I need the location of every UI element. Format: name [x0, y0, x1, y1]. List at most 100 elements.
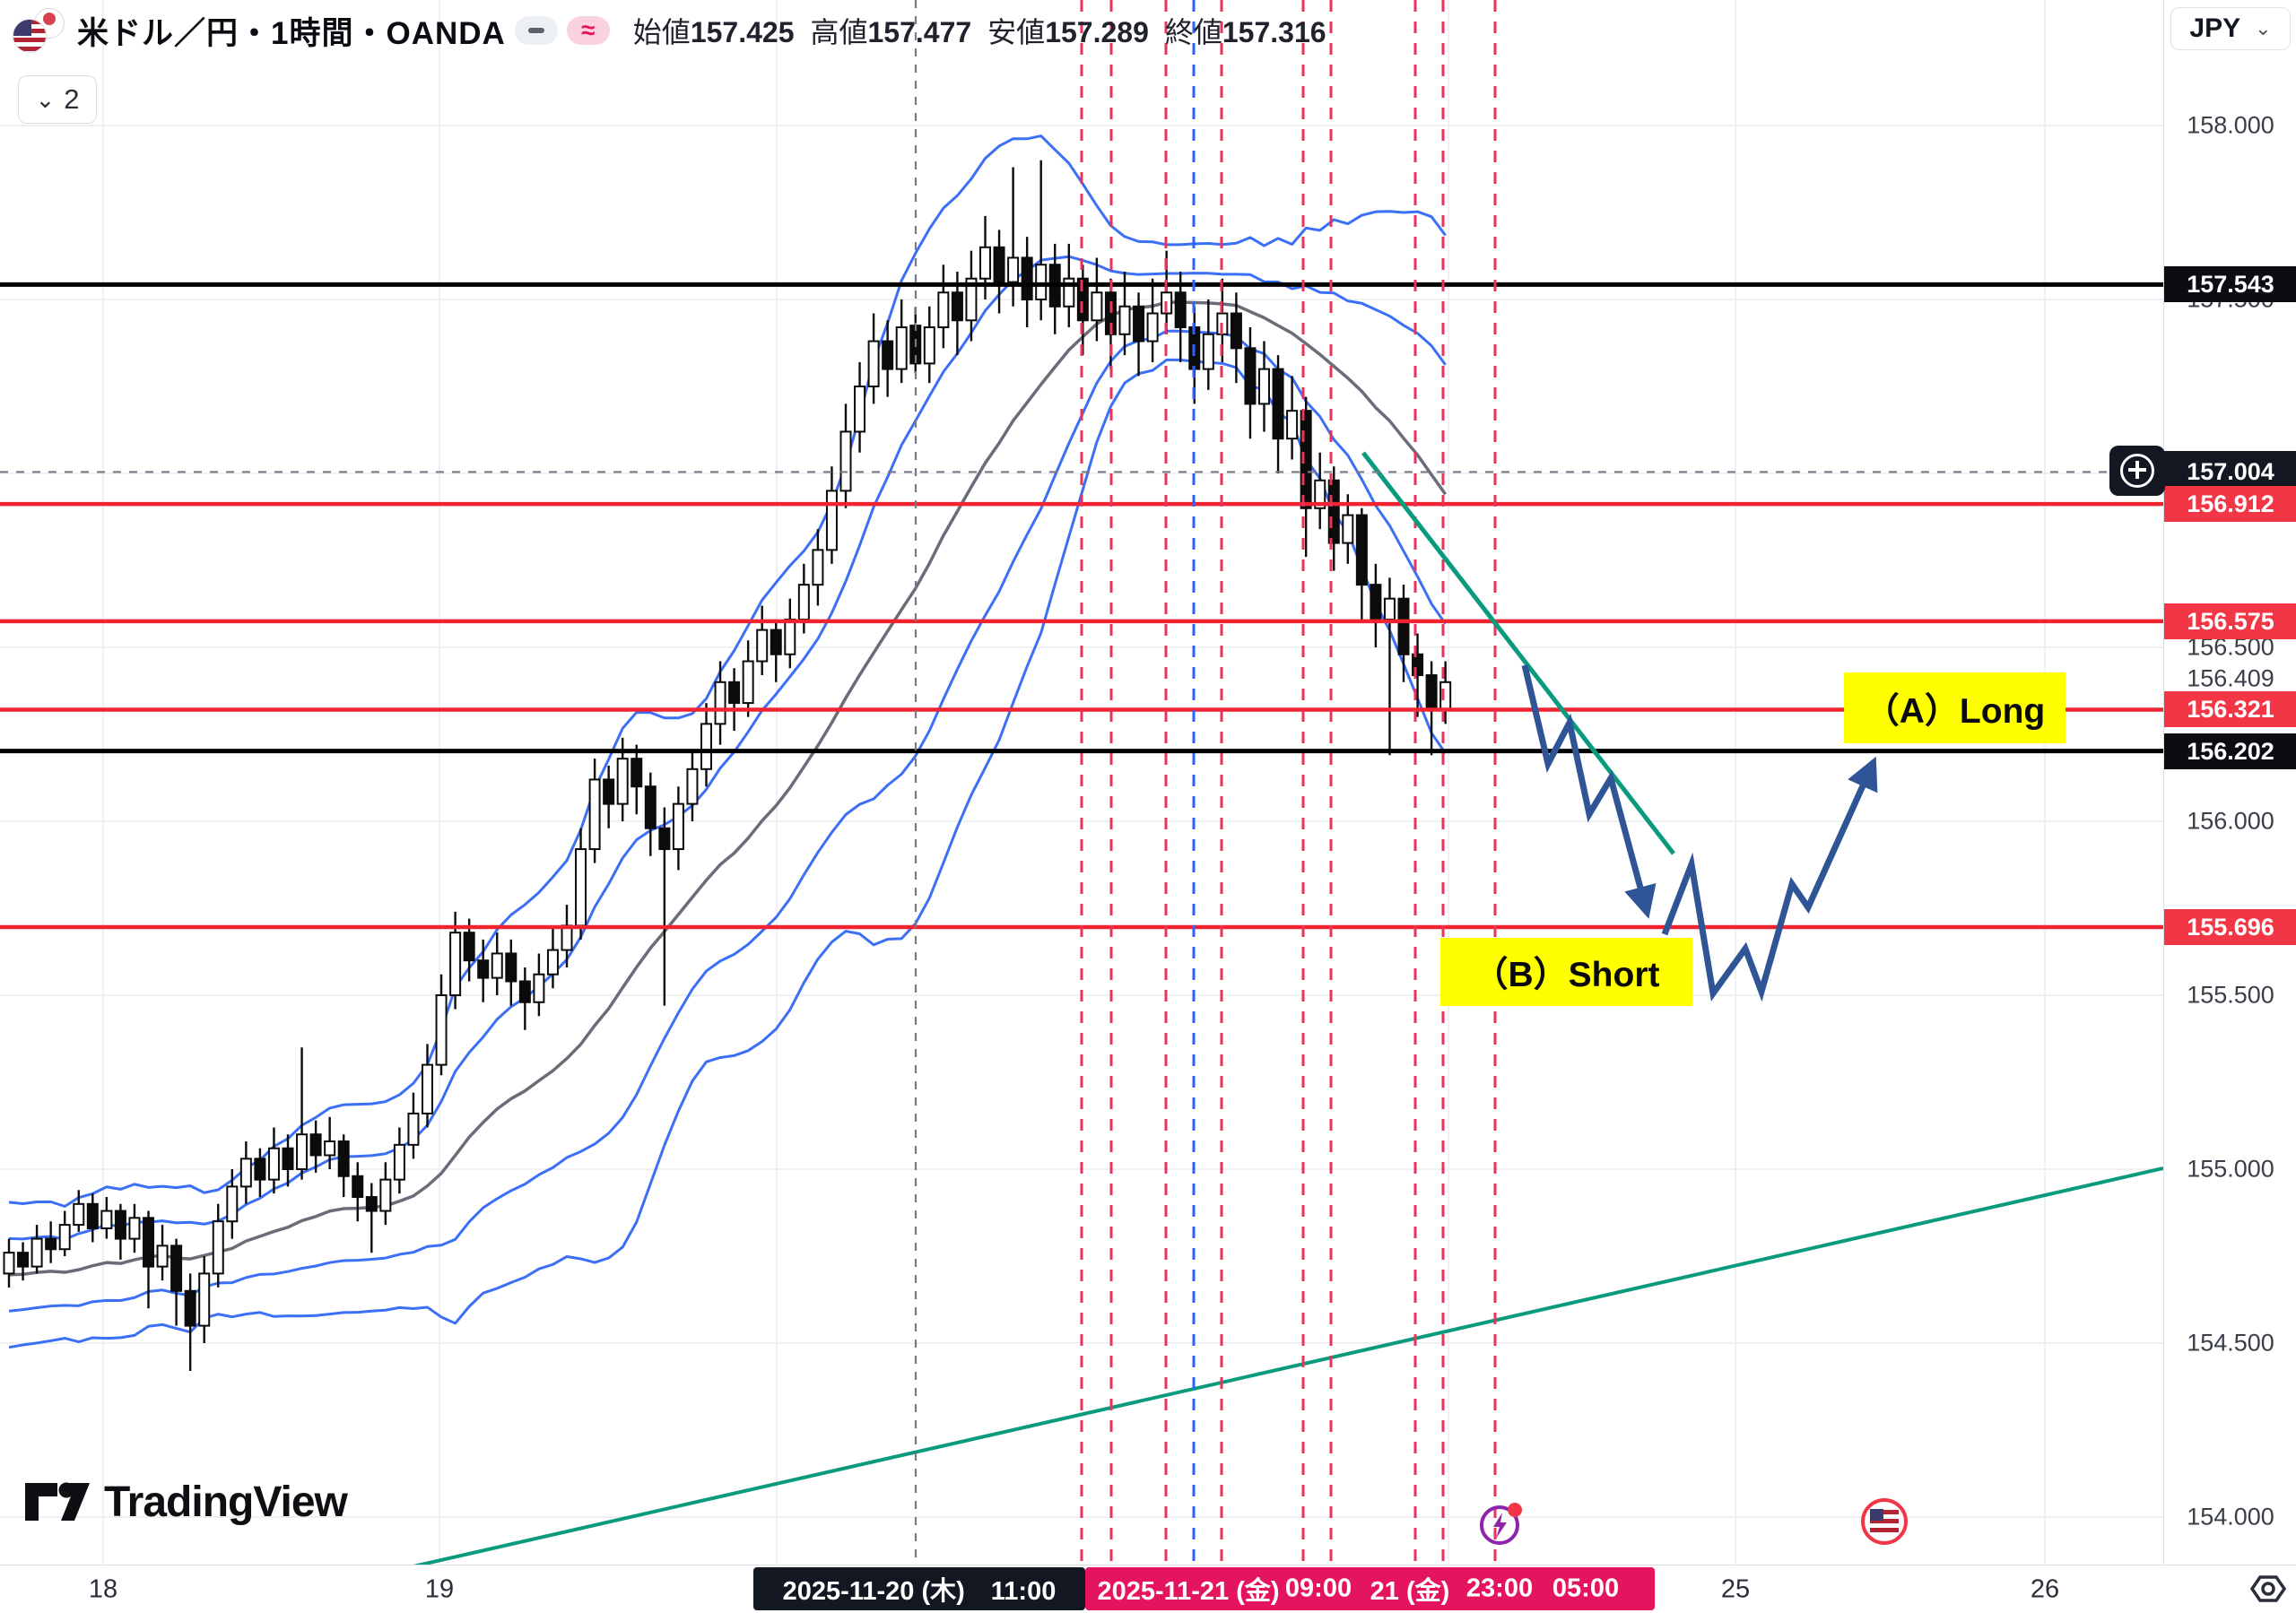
time-tick-label: 26	[2030, 1574, 2060, 1604]
candle-body	[1314, 479, 1326, 509]
indicators-collapse-button[interactable]: ⌄ 2	[18, 75, 97, 124]
candle-body	[296, 1133, 309, 1170]
price-tick-label: 154.500	[2187, 1329, 2274, 1357]
tradingview-logo[interactable]: TradingView	[22, 1476, 348, 1528]
candle-body	[184, 1289, 196, 1327]
candle-body	[1091, 291, 1103, 322]
candle-body	[170, 1244, 183, 1292]
candle-body	[309, 1133, 322, 1157]
candle-body	[1021, 256, 1033, 301]
candle-body	[686, 767, 699, 805]
candle-body	[644, 785, 657, 829]
candle-body	[797, 584, 810, 620]
candle-body	[923, 326, 935, 365]
trendline-descending-resistance[interactable]	[1361, 451, 1675, 855]
trendline-layer-front[interactable]	[1361, 451, 1675, 855]
vertical-drawing-lines[interactable]	[1080, 0, 1497, 1565]
candle-body	[73, 1202, 85, 1227]
price-label-black: 157.543	[2164, 266, 2296, 303]
candle-body	[700, 723, 712, 770]
zigzag-arrow-scenario-a-up[interactable]	[1661, 756, 1878, 1002]
candle-body	[518, 980, 531, 1003]
price-tick-label: 156.000	[2187, 807, 2274, 835]
candle-body	[1425, 674, 1438, 711]
chevron-down-icon: ⌄	[2255, 17, 2272, 39]
currency-selector[interactable]: JPY ⌄	[2170, 7, 2291, 50]
candle-body	[1383, 597, 1396, 620]
price-label-red: 156.912	[2164, 486, 2296, 523]
candle-body	[1244, 347, 1257, 405]
candle-body	[561, 924, 573, 951]
candle-body	[337, 1140, 350, 1177]
candle-body	[198, 1272, 211, 1327]
annotation-b-short[interactable]: （B）Short	[1440, 938, 1692, 1006]
ohlc-readout: 始値157.425 高値157.477 安値157.289 終値157.316	[633, 10, 1343, 51]
candle-body	[575, 848, 587, 927]
open-label: 始値	[632, 16, 691, 48]
tradingview-logo-text: TradingView	[104, 1478, 348, 1526]
low-value: 157.289	[1045, 16, 1149, 48]
candle-body	[631, 758, 643, 788]
candle-body	[267, 1147, 280, 1181]
ohlc-toggle-pill[interactable]	[514, 16, 558, 45]
candle-body	[17, 1252, 30, 1268]
candle-body	[435, 994, 448, 1066]
candle-body	[546, 949, 559, 976]
tradingview-logo-icon	[25, 1482, 90, 1521]
candle-body	[407, 1112, 420, 1146]
time-tick-label: 25	[1720, 1574, 1751, 1604]
zigzag-arrows[interactable]	[1521, 664, 1878, 1002]
candle-body	[128, 1217, 141, 1240]
candle-body	[352, 1175, 364, 1199]
candle-body	[1258, 368, 1270, 405]
candle-body	[143, 1217, 154, 1268]
candle-body	[1327, 479, 1340, 544]
candle-body	[239, 1158, 252, 1188]
candle-body	[393, 1143, 405, 1181]
candle-body	[1076, 277, 1089, 322]
symbol-title[interactable]: 米ドル／円・1時間・OANDA	[77, 15, 506, 51]
economic-event-lightning-icon[interactable]	[1478, 1499, 1525, 1554]
candle-body	[324, 1140, 336, 1157]
candle-body	[45, 1237, 57, 1251]
zigzag-arrow-scenario-b-down[interactable]	[1521, 664, 1657, 919]
time-tick-label: 18	[88, 1574, 118, 1604]
crosshair-time-label: 2025-11-20 (木) 11:00	[753, 1567, 1085, 1610]
candle-body	[533, 973, 545, 1003]
price-label-red: 155.696	[2164, 908, 2296, 945]
candle-body	[839, 430, 852, 492]
bollinger-lower1-band	[8, 329, 1447, 1313]
us-flag-icon	[13, 19, 47, 53]
candle-body	[254, 1158, 266, 1181]
add-order-plus-button[interactable]	[2109, 446, 2165, 496]
candle-body	[784, 618, 796, 655]
candle-body	[1202, 333, 1214, 370]
annotation-a-long[interactable]: （A）Long	[1844, 672, 2066, 743]
time-axis[interactable]: 2025-11-21 (金) 09:00 21 (金) 23:00 05:00 2025…	[0, 1565, 2296, 1613]
candle-body	[1300, 410, 1312, 509]
chart-canvas	[0, 0, 2163, 1565]
wave-toggle-pill[interactable]: ≈	[566, 16, 610, 45]
minus-icon	[527, 28, 544, 33]
price-tick-label: 155.000	[2187, 1155, 2274, 1183]
candle-body	[1007, 256, 1020, 283]
price-axis[interactable]: 158.000157.500157.000156.500156.409156.0…	[2163, 0, 2296, 1565]
candle-body	[1355, 514, 1368, 586]
candle-body	[100, 1210, 113, 1229]
candle-body	[714, 681, 726, 725]
candle-body	[728, 681, 741, 705]
candle-body	[1272, 368, 1284, 440]
usdjpy-flag-icon	[13, 8, 65, 53]
axis-settings-gear-icon[interactable]	[2249, 1570, 2287, 1612]
candle-body	[895, 326, 908, 370]
candle-body	[282, 1147, 294, 1170]
candle-body	[770, 629, 782, 655]
crosshair	[0, 0, 2163, 1565]
candle-body	[951, 291, 963, 322]
candle-body	[491, 952, 503, 979]
us-economic-event-icon[interactable]	[1860, 1497, 1909, 1550]
candle-body	[477, 959, 490, 979]
candle-body	[854, 386, 866, 433]
chevron-down-icon: ⌄	[35, 85, 56, 113]
